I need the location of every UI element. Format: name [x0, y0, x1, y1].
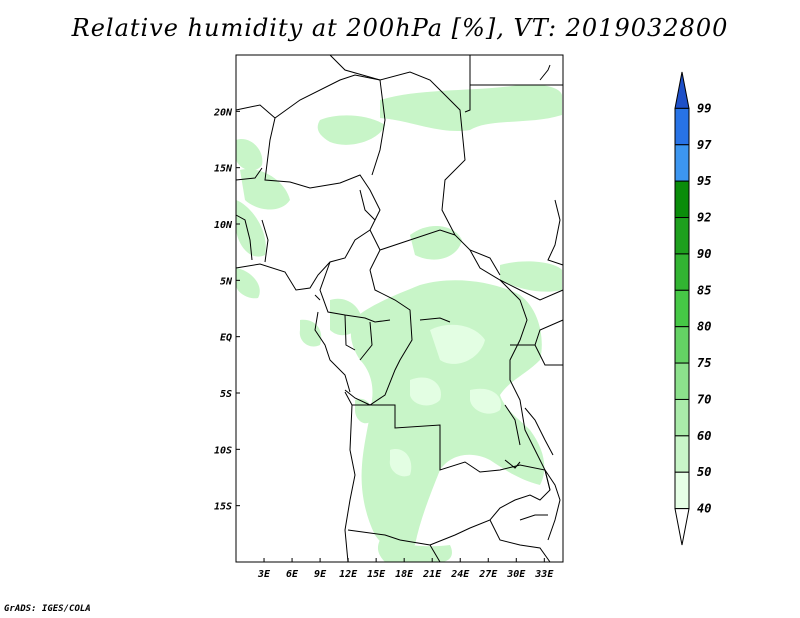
lon-label: 6E — [286, 569, 299, 580]
lon-label: 24E — [450, 569, 470, 580]
latitude-labels: 20N 15N 10N 5N EQ 5S 10S 15S — [213, 107, 240, 513]
lat-label: 10N — [214, 220, 233, 231]
colorbar-label: 80 — [697, 320, 711, 334]
lat-label: 5N — [220, 276, 233, 287]
colorbar-label: 95 — [697, 174, 711, 188]
lat-label: EQ — [220, 333, 232, 344]
colorbar-label: 50 — [697, 465, 711, 479]
colorbar-label: 92 — [697, 211, 711, 225]
colorbar-label: 40 — [697, 502, 711, 516]
colorbar-segment — [674, 471, 690, 510]
lat-label: 5S — [220, 389, 232, 400]
colorbar-label: 70 — [697, 392, 711, 406]
colorbar-segment — [674, 107, 690, 146]
colorbar-label: 99 — [697, 101, 711, 115]
colorbar-segment — [674, 180, 690, 219]
colorbar-label: 75 — [697, 356, 711, 370]
chart-title: Relative humidity at 200hPa [%], VT: 201… — [71, 14, 729, 42]
lat-label: 15S — [214, 502, 232, 513]
colorbar-segment — [674, 144, 690, 182]
colorbar-segment — [674, 326, 690, 364]
lat-label: 15N — [214, 164, 233, 175]
lon-label: 9E — [314, 569, 327, 580]
lon-label: 30E — [506, 569, 526, 580]
grads-credit: GrADS: IGES/COLA — [4, 604, 91, 614]
map-boundaries — [235, 54, 564, 563]
lon-label: 15E — [367, 569, 386, 580]
colorbar-label: 85 — [697, 283, 711, 297]
colorbar-segment — [674, 362, 690, 400]
humidity-shading-light — [389, 324, 501, 477]
colorbar-label: 90 — [697, 247, 711, 261]
lon-label: 12E — [339, 569, 358, 580]
lat-label: 20N — [213, 107, 233, 118]
lon-label: 3E — [257, 569, 271, 580]
lon-label: 18E — [395, 569, 414, 580]
lon-label: 27E — [478, 569, 498, 580]
colorbar-segment — [674, 217, 690, 255]
colorbar-label: 60 — [697, 429, 711, 443]
colorbar-segment — [674, 508, 690, 546]
colorbar-segment — [674, 435, 690, 473]
colorbar-segment — [674, 289, 690, 328]
lon-label: 33E — [534, 569, 554, 580]
colorbar-segment — [674, 398, 690, 437]
colorbar-segment — [674, 71, 690, 109]
colorbar: 99 97 95 92 90 85 80 75 70 60 50 40 — [674, 71, 712, 546]
lon-label: 21E — [422, 569, 442, 580]
colorbar-label: 97 — [697, 138, 712, 152]
humidity-shading — [236, 84, 562, 562]
colorbar-segment — [674, 253, 690, 291]
longitude-labels: 3E 6E 9E 12E 15E 18E 21E 24E 27E 30E 33E — [257, 558, 554, 580]
lat-label: 10S — [214, 445, 232, 456]
map-frame — [235, 54, 564, 563]
